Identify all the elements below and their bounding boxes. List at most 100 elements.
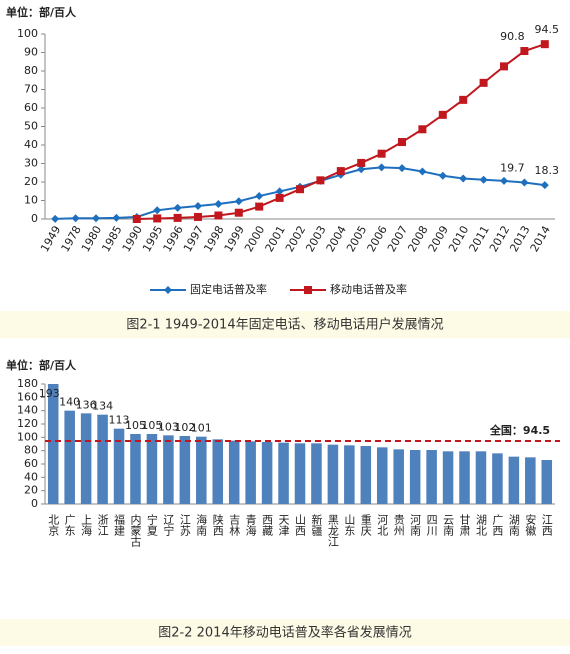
x-tick-label: 福建 [113, 513, 126, 537]
x-tick-label: 2014 [528, 224, 553, 255]
bar [327, 444, 339, 504]
y-tick-label: 50 [24, 120, 38, 133]
bar [360, 446, 372, 504]
data-label: 94.5 [535, 23, 560, 36]
x-tick-label: 2010 [446, 224, 471, 255]
marker [357, 165, 366, 174]
x-tick-label: 2013 [507, 224, 532, 255]
x-tick-label: 2003 [303, 224, 328, 255]
marker [520, 47, 529, 56]
x-tick-label: 河南 [409, 514, 422, 536]
x-tick-label: 2008 [405, 224, 430, 255]
bar [278, 442, 289, 504]
x-tick-label: 2000 [242, 224, 267, 255]
marker [194, 202, 202, 211]
bar [492, 453, 503, 504]
x-tick-label: 浙江 [96, 514, 109, 536]
data-label: 90.8 [500, 30, 525, 43]
marker [398, 138, 406, 147]
x-tick-label: 黑龙江 [326, 514, 339, 547]
marker [438, 110, 447, 119]
data-label: 18.3 [535, 164, 560, 177]
x-tick-label: 贵州 [392, 514, 405, 536]
bar [245, 441, 256, 504]
series-line [136, 43, 546, 220]
y-tick-label: 100 [17, 27, 38, 40]
data-label: 103 [158, 420, 179, 433]
marker [71, 214, 80, 223]
marker [418, 125, 427, 134]
bar [261, 442, 273, 504]
x-tick-label: 2005 [344, 224, 369, 255]
x-tick-label: 2004 [324, 224, 349, 255]
caption-band [0, 311, 570, 338]
y-tick-label: 30 [24, 157, 38, 170]
y-tick-label: 100 [17, 430, 38, 443]
marker [357, 158, 366, 167]
x-tick-label: 陕西 [211, 513, 224, 536]
x-tick-label: 甘肃 [458, 514, 471, 537]
data-label: 101 [191, 422, 212, 435]
y-tick-label: 10 [24, 194, 38, 207]
bar [475, 451, 487, 504]
marker [173, 213, 182, 222]
bar [196, 436, 207, 504]
marker [214, 211, 223, 220]
marker [112, 213, 121, 222]
marker [234, 197, 243, 206]
marker [438, 171, 447, 180]
x-tick-label: 北京 [47, 514, 60, 537]
marker [520, 178, 529, 187]
marker [164, 286, 172, 294]
data-label: 105 [141, 419, 162, 432]
data-label: 113 [109, 414, 130, 427]
x-tick-label: 西藏 [261, 514, 274, 537]
x-tick-label: 广西 [491, 514, 504, 536]
bar [64, 410, 75, 504]
x-tick-label: 吉林 [228, 514, 241, 536]
marker [336, 167, 345, 176]
x-tick-label: 1997 [181, 224, 206, 255]
bar [163, 435, 174, 504]
marker [418, 167, 427, 176]
y-tick-label: 60 [24, 101, 38, 114]
marker [479, 175, 488, 184]
x-tick-label: 山东 [343, 514, 356, 536]
bar [426, 450, 437, 504]
x-tick-label: 青海 [244, 514, 257, 537]
data-label: 136 [76, 398, 97, 411]
x-tick-label: 江西 [540, 514, 553, 536]
bar [212, 439, 224, 504]
bar [146, 434, 158, 504]
bar [442, 451, 454, 504]
data-label: 105 [125, 419, 146, 432]
bar [508, 456, 520, 504]
x-tick-label: 湖北 [474, 514, 487, 536]
marker [479, 78, 488, 87]
marker [173, 203, 182, 212]
y-tick-label: 140 [17, 404, 38, 417]
data-label: 102 [174, 421, 195, 434]
data-label: 140 [59, 396, 80, 409]
y-tick-label: 60 [24, 457, 38, 470]
y-tick-label: 20 [24, 484, 38, 497]
x-tick-label: 2001 [263, 224, 288, 255]
x-tick-label: 上海 [80, 514, 93, 537]
marker [377, 149, 386, 158]
bar [228, 440, 240, 504]
marker [540, 40, 549, 49]
marker [500, 62, 508, 71]
marker [540, 181, 549, 190]
marker [214, 200, 223, 209]
marker [234, 208, 243, 217]
x-tick-label: 海南 [195, 513, 208, 536]
marker [296, 185, 304, 194]
marker [500, 176, 508, 185]
marker [194, 212, 202, 221]
bar [344, 445, 355, 504]
bar [459, 451, 470, 504]
x-tick-label: 宁夏 [145, 513, 158, 536]
x-tick-label: 1978 [59, 224, 84, 255]
marker [255, 192, 264, 201]
